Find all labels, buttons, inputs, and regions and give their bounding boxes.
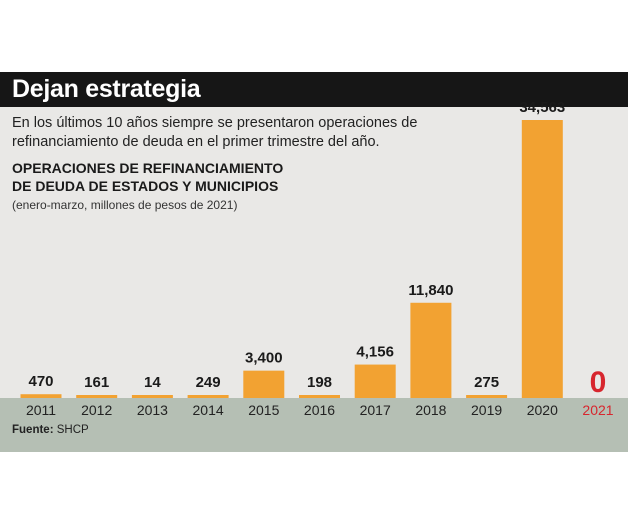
bar-2016	[299, 395, 340, 398]
header-band: Dejan estrategia	[0, 72, 628, 107]
x-tick-2019: 2019	[471, 402, 502, 418]
x-tick-2011: 2011	[26, 402, 56, 418]
data-label-2014: 249	[196, 374, 221, 391]
source-label: Fuente:	[12, 424, 54, 436]
x-tick-2017: 2017	[360, 402, 391, 418]
chart-title-line-2: DE DEUDA DE ESTADOS Y MUNICIPIOS	[12, 178, 279, 194]
source-value: SHCP	[56, 424, 89, 436]
chart-subtitle: (enero-marzo, millones de pesos de 2021)	[12, 198, 238, 212]
data-label-2017: 4,156	[356, 344, 394, 361]
data-label-2018: 11,840	[408, 282, 453, 299]
bar-2011	[20, 394, 62, 398]
bar-2017	[354, 364, 396, 398]
baseline-band	[0, 398, 628, 452]
data-label-2020: 34,563	[519, 99, 565, 116]
x-tick-2013: 2013	[137, 402, 168, 418]
x-tick-2020: 2020	[527, 402, 558, 418]
data-label-2013: 14	[144, 374, 161, 391]
x-tick-2016: 2016	[304, 402, 335, 418]
bar-2018	[410, 302, 452, 398]
data-label-2021: 0	[590, 366, 607, 399]
data-label-2016: 198	[307, 374, 332, 391]
bar-2019	[466, 395, 508, 398]
data-label-2015: 3,400	[245, 350, 283, 367]
data-label-2012: 161	[84, 374, 109, 391]
data-label-2019: 275	[474, 374, 499, 391]
x-tick-2012: 2012	[81, 402, 112, 418]
bar-2013	[131, 395, 173, 398]
x-tick-2015: 2015	[248, 402, 279, 418]
headline: Dejan estrategia	[12, 75, 201, 103]
chart-title-line-1: OPERACIONES DE REFINANCIAMIENTO	[12, 160, 284, 176]
x-tick-2018: 2018	[415, 402, 446, 418]
x-tick-2014: 2014	[193, 402, 224, 418]
intro-text: En los últimos 10 años siempre se presen…	[12, 115, 418, 150]
bar-2020	[521, 120, 563, 398]
source-note: Fuente: SHCP	[12, 424, 89, 436]
bar-2015	[243, 370, 285, 398]
x-tick-2021: 2021	[582, 402, 613, 418]
chart-title: OPERACIONES DE REFINANCIAMIENTO DE DEUDA…	[12, 159, 283, 195]
bar-2014	[187, 395, 229, 398]
bar-2012	[76, 395, 118, 398]
data-label-2011: 470	[28, 373, 53, 390]
